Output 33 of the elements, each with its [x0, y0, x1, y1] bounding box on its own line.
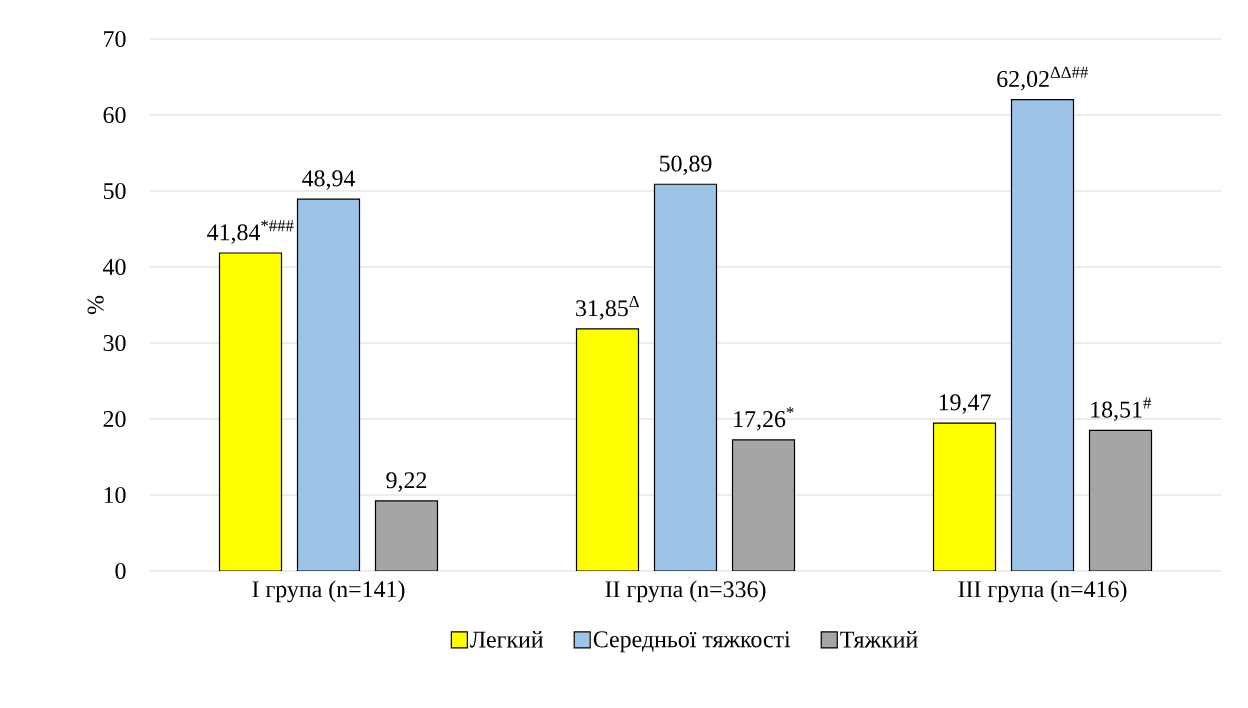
data-label: 19,47: [939, 394, 991, 414]
legend-label: Тяжкий: [840, 631, 918, 648]
x-tick-label: II група (n=336): [605, 580, 766, 603]
data-label: 17,26$^{*}$: [734, 407, 794, 431]
bar: [932, 422, 997, 571]
y-tick-label: 30: [103, 334, 126, 352]
y-axis-title: %: [87, 295, 104, 315]
bar: [1010, 99, 1075, 571]
legend-label: Середньої тяжкості: [593, 631, 791, 653]
bar: [575, 328, 640, 571]
data-label: 48,94: [302, 170, 356, 190]
bar: [374, 500, 439, 571]
y-tick-label: 0: [115, 562, 126, 580]
y-tick-label: 50: [103, 182, 126, 200]
data-label: 9,22: [386, 472, 427, 492]
y-tick-label: 60: [103, 106, 126, 124]
y-tick-label: 10: [104, 486, 126, 504]
data-label: 18,51$^{#}$: [1091, 397, 1152, 422]
bar: [653, 183, 718, 571]
data-label: 62,02$^{ΔΔ##}$: [997, 66, 1088, 91]
data-label: 41,84$^{*###}$: [207, 220, 294, 244]
bar: [296, 198, 361, 571]
x-tick-label: I група (n=141): [252, 580, 405, 603]
x-tick-label: III група (n=416): [958, 580, 1127, 603]
bar: [731, 439, 796, 571]
data-label: 31,85$^{Δ}$: [576, 296, 639, 320]
legend-label: Легкий: [470, 631, 544, 648]
bar: [218, 252, 283, 571]
y-tick-label: 70: [104, 30, 126, 48]
data-label: 50,89: [660, 155, 712, 176]
y-tick-label: 40: [103, 258, 126, 276]
y-tick-label: 20: [103, 410, 126, 428]
bar: [1088, 429, 1153, 571]
